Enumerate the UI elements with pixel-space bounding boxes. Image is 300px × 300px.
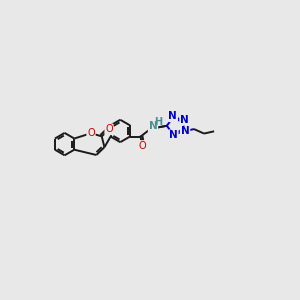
Text: O: O (138, 141, 146, 151)
Text: N: N (148, 122, 158, 131)
Text: N: N (180, 115, 189, 125)
Text: N: N (169, 130, 178, 140)
Text: N: N (168, 111, 177, 121)
Text: N: N (181, 126, 190, 136)
Text: O: O (105, 124, 113, 134)
Text: O: O (87, 128, 95, 138)
Text: H: H (154, 117, 162, 127)
